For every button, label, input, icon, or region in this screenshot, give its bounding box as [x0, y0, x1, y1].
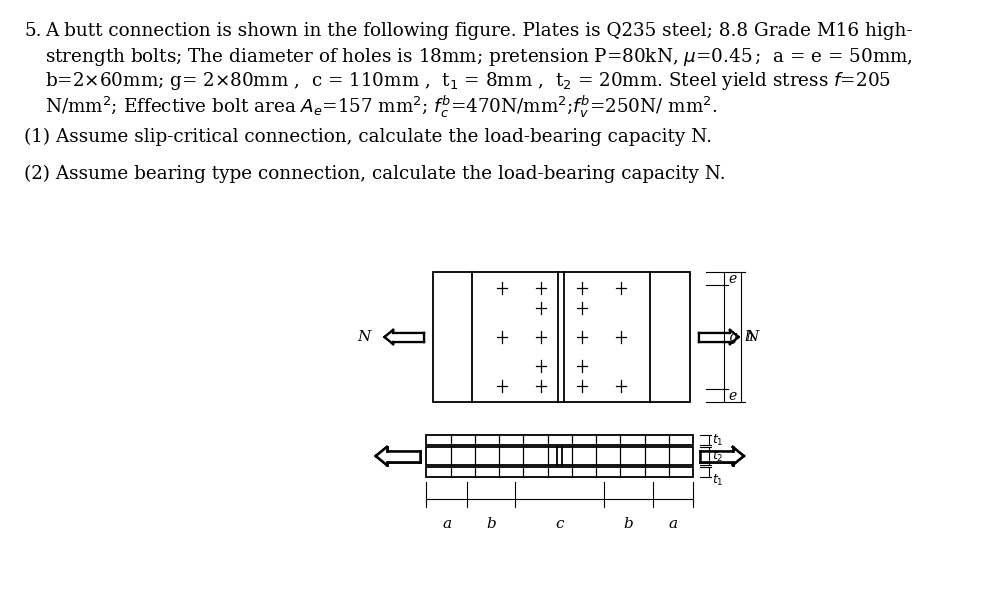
- Bar: [426, 447, 694, 465]
- Text: e: e: [729, 389, 737, 402]
- Text: b: b: [486, 517, 496, 531]
- Polygon shape: [376, 447, 420, 465]
- Text: N: N: [746, 330, 759, 344]
- Polygon shape: [700, 330, 739, 344]
- Text: c: c: [555, 517, 564, 531]
- Text: (1) Assume slip-critical connection, calculate the load-bearing capacity N.: (1) Assume slip-critical connection, cal…: [24, 128, 713, 146]
- Text: e: e: [729, 272, 737, 285]
- Text: $t_1$: $t_1$: [713, 432, 724, 448]
- Text: $t_2$: $t_2$: [713, 448, 724, 464]
- Text: N/mm$^2$; Effective bolt area $A_e$=157 mm$^2$; $f_c^b$=470N/mm$^2$;$f_v^b$=250N: N/mm$^2$; Effective bolt area $A_e$=157 …: [45, 94, 718, 120]
- Text: b=2$\times$60mm; g= 2$\times$80mm ,  c = 110mm ,  t$_1$ = 8mm ,  t$_2$ = 20mm. S: b=2$\times$60mm; g= 2$\times$80mm , c = …: [45, 70, 891, 92]
- Text: g: g: [729, 330, 738, 344]
- Text: a: a: [668, 517, 677, 531]
- Text: N: N: [358, 330, 371, 344]
- Text: b: b: [624, 517, 633, 531]
- Bar: [426, 467, 694, 477]
- Bar: [432, 272, 690, 402]
- Bar: [426, 435, 694, 445]
- Text: A butt connection is shown in the following figure. Plates is Q235 steel; 8.8 Gr: A butt connection is shown in the follow…: [45, 22, 913, 40]
- Text: strength bolts; The diameter of holes is 18mm; pretension P=80kN, $\mu$=0.45$\,$: strength bolts; The diameter of holes is…: [45, 46, 913, 68]
- Text: h: h: [745, 330, 754, 344]
- Polygon shape: [384, 330, 423, 344]
- Text: $t_1$: $t_1$: [713, 472, 724, 487]
- Text: a: a: [443, 517, 452, 531]
- Text: 5.: 5.: [24, 22, 42, 40]
- Polygon shape: [700, 447, 744, 465]
- Text: (2) Assume bearing type connection, calculate the load-bearing capacity N.: (2) Assume bearing type connection, calc…: [24, 165, 726, 183]
